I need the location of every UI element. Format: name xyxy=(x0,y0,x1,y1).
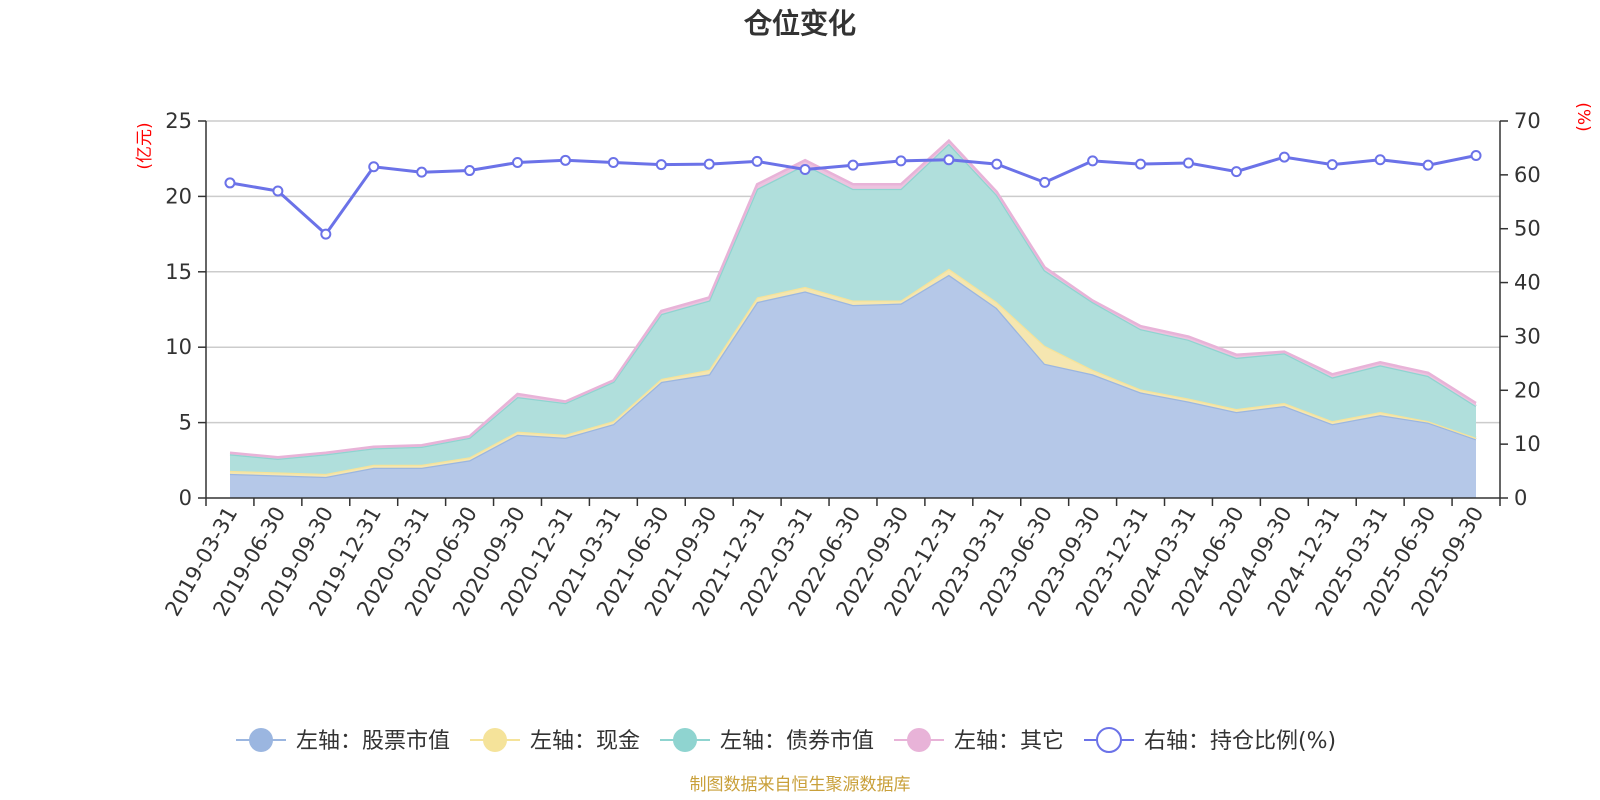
ratio-point xyxy=(703,158,715,170)
ratio-point xyxy=(847,159,859,171)
ratio-point xyxy=(1278,151,1290,163)
ratio-point xyxy=(1422,159,1434,171)
area-3 xyxy=(230,143,1476,474)
ratio-point xyxy=(1326,159,1338,171)
left-axis-tick-label: 5 xyxy=(179,411,192,435)
right-axis-tick-label: 60 xyxy=(1514,163,1541,187)
area-edge-4 xyxy=(229,138,1477,459)
ratio-point xyxy=(1182,157,1194,169)
legend-label: 左轴：其它 xyxy=(954,729,1064,754)
ratio-point xyxy=(224,177,236,189)
left-axis-tick-label: 10 xyxy=(165,335,192,359)
chart-title: 仓位变化 xyxy=(744,7,856,40)
ratio-point xyxy=(1470,149,1482,161)
left-axis-tick-label: 20 xyxy=(165,184,192,208)
legend-marker xyxy=(483,728,507,752)
ratio-point xyxy=(1230,166,1242,178)
ratio-point xyxy=(1039,176,1051,188)
ratio-point xyxy=(799,163,811,175)
left-axis-tick-label: 15 xyxy=(165,260,192,284)
right-axis-tick-label: 0 xyxy=(1514,486,1527,510)
ratio-point xyxy=(416,166,428,178)
ratio-point xyxy=(512,156,524,168)
ratio-point xyxy=(1374,154,1386,166)
area-1 xyxy=(230,274,1476,498)
ratio-line-series xyxy=(224,149,1482,240)
left-axis-tick-label: 25 xyxy=(165,109,192,133)
legend-marker xyxy=(673,728,697,752)
legend-marker xyxy=(249,728,273,752)
ratio-point xyxy=(1135,158,1147,170)
ratio-point xyxy=(895,155,907,167)
right-axis-tick-label: 40 xyxy=(1514,271,1541,295)
ratio-point xyxy=(943,154,955,166)
legend-label: 右轴：持仓比例(%) xyxy=(1144,729,1336,754)
right-axis-tick-label: 70 xyxy=(1514,109,1541,133)
ratio-point xyxy=(655,159,667,171)
right-axis-tick-label: 10 xyxy=(1514,432,1541,456)
legend: 左轴：股票市值 左轴：现金 左轴：债券市值 左轴：其它 右轴：持仓比例(%) xyxy=(236,727,1336,754)
ratio-point xyxy=(607,156,619,168)
legend-label: 左轴：股票市值 xyxy=(296,729,450,754)
ratio-point xyxy=(1087,155,1099,167)
right-axis-tick-label: 30 xyxy=(1514,324,1541,348)
legend-label: 左轴：债券市值 xyxy=(720,729,874,754)
right-axis-tick-label: 50 xyxy=(1514,217,1541,241)
legend-label: 左轴：现金 xyxy=(530,729,640,754)
ratio-point xyxy=(559,154,571,166)
ratio-point xyxy=(991,158,1003,170)
left-axis-unit: (亿元) xyxy=(135,122,155,169)
data-source-note: 制图数据来自恒生聚源数据库 xyxy=(690,775,911,795)
ratio-point xyxy=(272,185,284,197)
ratio-point xyxy=(368,161,380,173)
ratio-point xyxy=(464,165,476,177)
right-axis-tick-label: 20 xyxy=(1514,378,1541,402)
stacked-areas xyxy=(229,138,1477,498)
right-axis-unit: (%) xyxy=(1573,102,1593,131)
legend-marker xyxy=(907,728,931,752)
legend-marker xyxy=(1096,727,1122,753)
left-axis-tick-label: 0 xyxy=(179,486,192,510)
ratio-point xyxy=(320,228,332,240)
ratio-point xyxy=(751,155,763,167)
